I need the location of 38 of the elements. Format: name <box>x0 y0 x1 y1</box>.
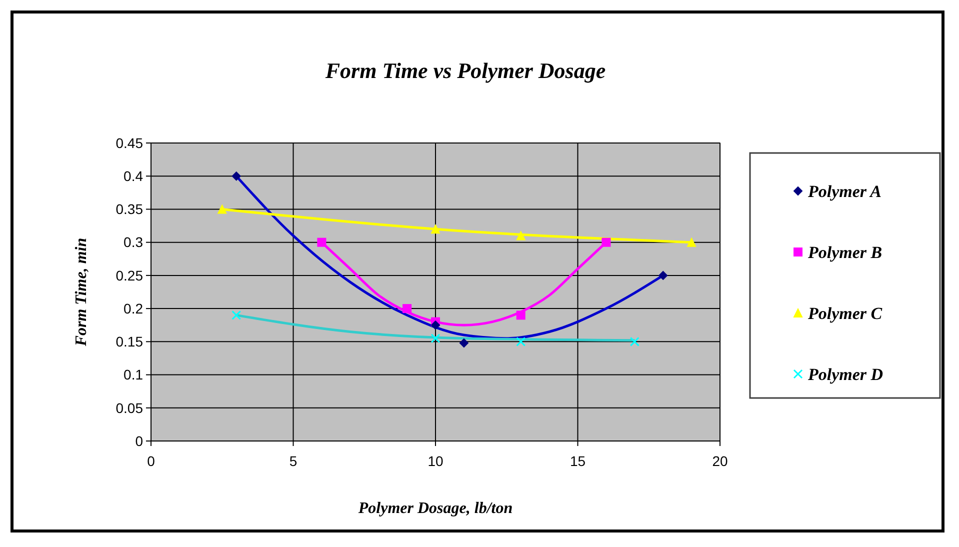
point <box>402 304 412 314</box>
point <box>431 224 440 234</box>
x-tick-label: 10 <box>428 453 444 469</box>
chart-title: Form Time vs Polymer Dosage <box>324 58 606 83</box>
x-axis-title: Polymer Dosage, lb/ton <box>357 500 513 517</box>
y-tick-label: 0.25 <box>116 267 144 284</box>
point <box>687 238 696 247</box>
x-tick-label: 20 <box>712 453 728 469</box>
point <box>516 231 526 240</box>
point <box>459 338 468 348</box>
y-tick-label: 0.05 <box>116 400 144 416</box>
y-tick-label: 0.3 <box>124 234 144 250</box>
point <box>232 310 242 320</box>
x-tick-label: 0 <box>147 453 156 469</box>
y-tick-label: 0.15 <box>116 334 144 350</box>
x-tick-label: 5 <box>289 453 298 469</box>
point <box>516 336 526 346</box>
legend-label: Polymer A <box>807 182 882 201</box>
x-tick-label: 15 <box>570 453 586 469</box>
legend-label: Polymer C <box>807 304 883 323</box>
point <box>602 238 611 247</box>
point <box>516 310 526 320</box>
legend-label: Polymer D <box>807 364 884 384</box>
y-tick-label: 0.2 <box>124 300 144 316</box>
point <box>658 270 668 280</box>
y-tick-label: 0.1 <box>124 366 144 383</box>
y-axis-title: Form Time, min <box>73 238 90 348</box>
point <box>317 238 326 247</box>
point <box>232 172 241 181</box>
y-tick-label: 0 <box>135 432 144 449</box>
y-tick-label: 0.35 <box>116 201 144 218</box>
legend-label: Polymer B <box>807 242 882 262</box>
y-tick-label: 0.4 <box>124 168 144 184</box>
point <box>218 204 227 214</box>
point <box>430 334 440 344</box>
y-tick-label: 0.45 <box>116 134 144 151</box>
point <box>630 336 640 346</box>
point <box>431 320 440 330</box>
